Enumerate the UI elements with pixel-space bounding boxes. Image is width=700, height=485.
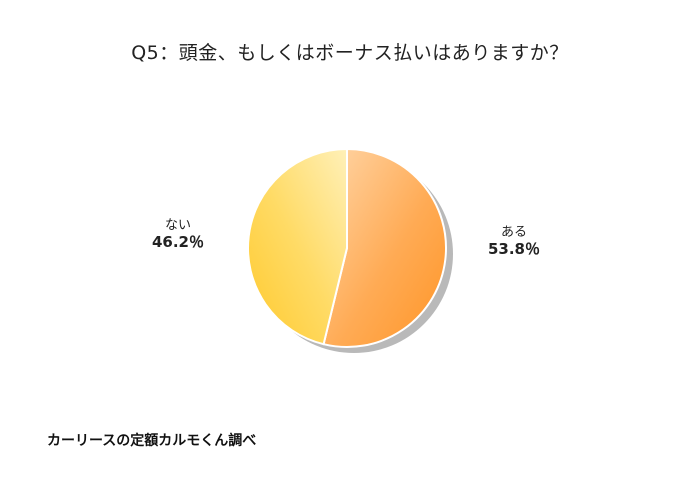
pie-slice-nai	[247, 148, 348, 346]
slice-label-aru-name: ある	[500, 225, 527, 240]
chart-title: Q5：頭金、もしくはボーナス払いはありますか？	[131, 42, 569, 64]
slice-label-nai: ない 46.2％	[138, 218, 218, 251]
slice-label-aru: ある 53.8％	[474, 225, 554, 258]
slice-label-aru-value: 53.8％	[487, 239, 540, 258]
slice-label-nai-value: 46.2％	[151, 232, 204, 251]
slice-label-nai-name: ない	[164, 218, 191, 233]
source-note: カーリースの定額カルモくん調べ	[47, 433, 257, 449]
pie-slice-aru	[322, 148, 447, 348]
